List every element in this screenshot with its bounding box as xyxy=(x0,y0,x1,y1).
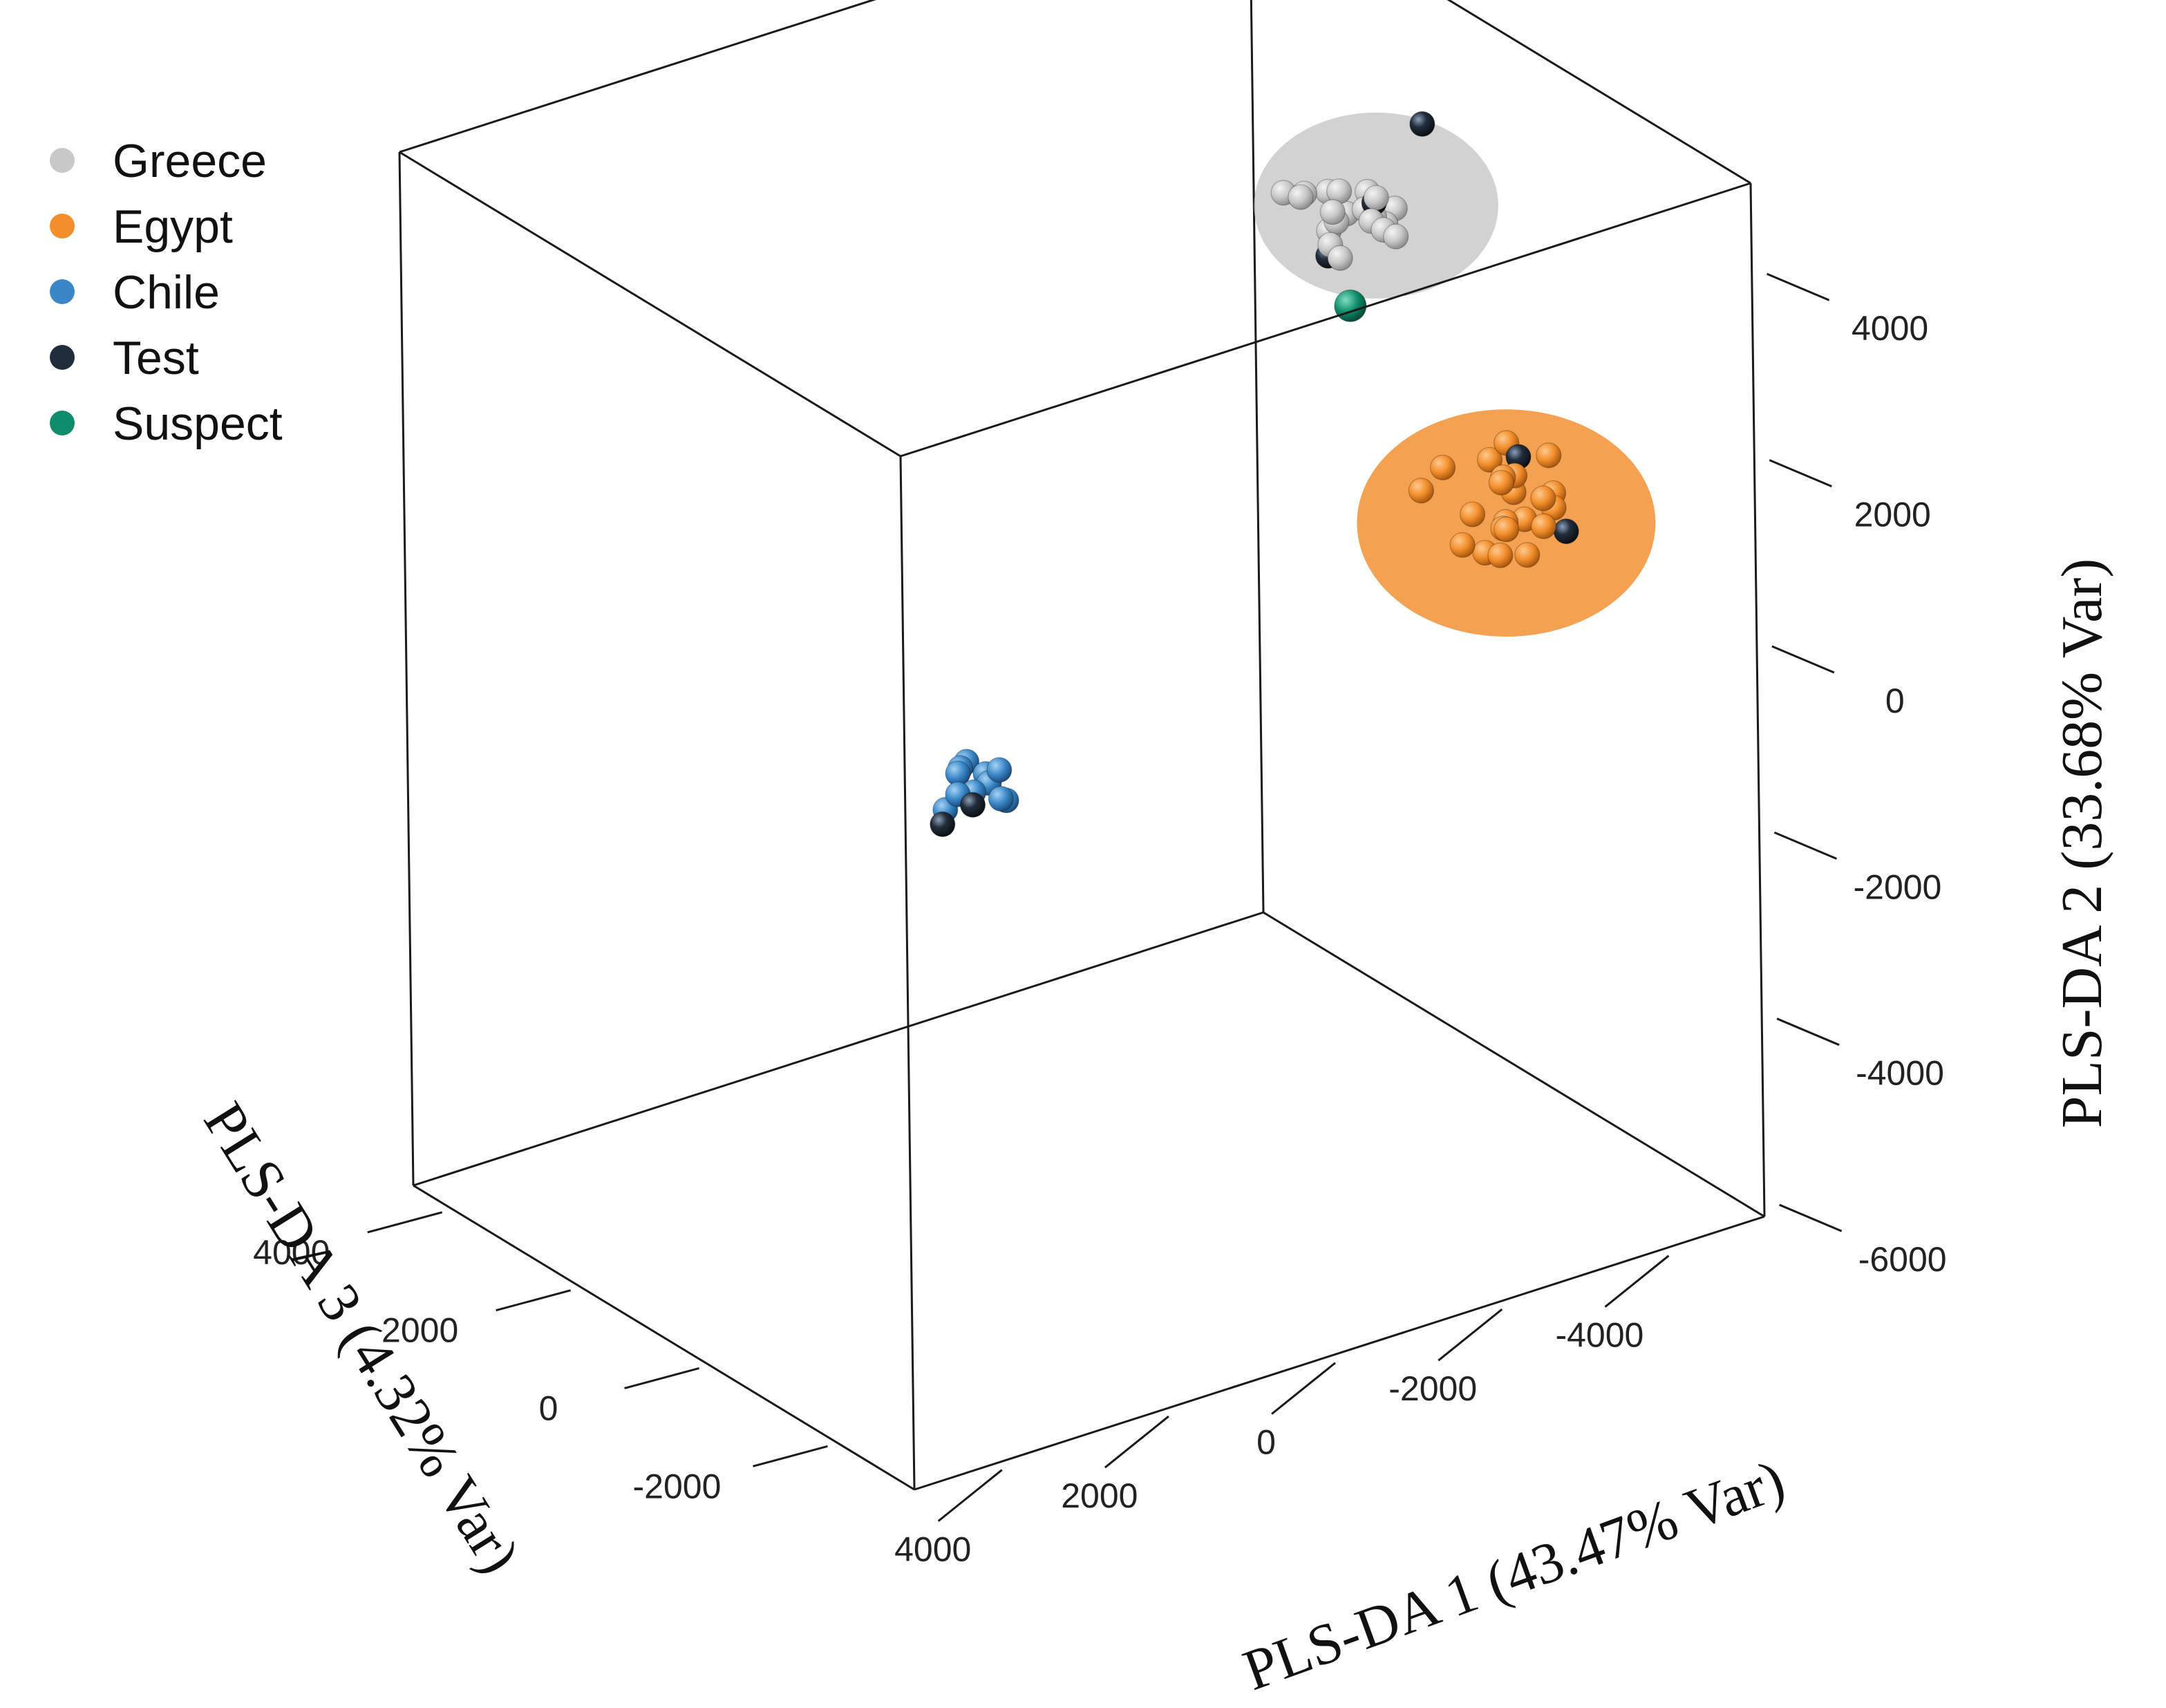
edge-back-bottom-x xyxy=(413,911,1264,1187)
x-tick-mark xyxy=(1604,1255,1670,1308)
box-back-edges xyxy=(399,0,1765,1218)
point-greece xyxy=(1288,184,1314,210)
edge-bottom-x-front xyxy=(914,1215,1765,1491)
y-tick-label: 4000 xyxy=(1852,309,1928,348)
edge-right-vertical xyxy=(1749,182,1766,1217)
z-tick-mark xyxy=(624,1367,699,1389)
y-tick-label: 0 xyxy=(1885,682,1905,720)
point-egypt xyxy=(1530,513,1557,540)
x-tick-mark xyxy=(937,1469,1003,1522)
edge-top-x-front xyxy=(900,182,1751,458)
y-axis-title: PLS-DA 2 (33.68% Var) xyxy=(2050,559,2114,1128)
point-chile xyxy=(986,757,1013,783)
z-tick-label: 4000 xyxy=(253,1233,330,1272)
point-greece xyxy=(1327,245,1353,271)
point-chile xyxy=(988,785,1014,812)
z-axis: -2000 0 2000 4000 PLS-DA 3 (4.32% Var) xyxy=(191,1091,828,1584)
legend-item-egypt: Egypt xyxy=(50,200,233,253)
point-egypt xyxy=(1408,478,1434,504)
edge-bottom-z-front xyxy=(413,1184,915,1491)
y-axis-ticks: -6000 -4000 -2000 0 2000 4000 xyxy=(1767,272,1947,1279)
legend-item-greece: Greece xyxy=(50,135,267,187)
legend-marker xyxy=(50,345,75,370)
x-axis-title: PLS-DA 1 (43.47% Var) xyxy=(1235,1447,1793,1702)
legend-label: Suspect xyxy=(113,397,283,450)
z-tick-label: 2000 xyxy=(382,1311,458,1350)
point-greece xyxy=(1319,199,1346,225)
legend-label: Egypt xyxy=(113,200,233,253)
point-egypt xyxy=(1488,469,1514,496)
point-egypt xyxy=(1487,542,1514,568)
x-tick-label: 2000 xyxy=(1061,1476,1138,1515)
z-tick-mark xyxy=(367,1211,443,1234)
x-tick-label: 0 xyxy=(1256,1423,1276,1462)
point-egypt xyxy=(1476,447,1503,473)
z-tick-mark xyxy=(496,1289,572,1312)
legend-marker xyxy=(50,411,75,435)
point-egypt xyxy=(1493,516,1520,543)
legend-marker xyxy=(50,214,75,238)
point-egypt xyxy=(1514,542,1541,568)
point-greece xyxy=(1363,185,1389,211)
legend-marker xyxy=(50,279,75,304)
y-tick-mark xyxy=(1779,1203,1843,1232)
edge-back-vertical xyxy=(1250,0,1265,913)
z-tick-label: 0 xyxy=(539,1389,558,1427)
legend-label: Greece xyxy=(113,135,267,187)
x-tick-mark xyxy=(1104,1415,1169,1469)
x-tick-label: 4000 xyxy=(894,1530,971,1569)
point-test xyxy=(930,811,956,838)
point-test xyxy=(1409,111,1435,137)
x-tick-label: -4000 xyxy=(1555,1316,1644,1355)
legend-label: Test xyxy=(113,332,199,384)
point-test xyxy=(959,791,986,818)
point-egypt xyxy=(1530,485,1556,512)
y-tick-label: -2000 xyxy=(1853,867,1941,906)
z-axis-ticks: -2000 0 2000 4000 xyxy=(253,1211,828,1505)
legend-marker xyxy=(50,148,75,173)
point-test xyxy=(1553,518,1579,545)
x-tick-label: -2000 xyxy=(1388,1369,1477,1408)
point-egypt xyxy=(1449,532,1476,559)
y-tick-label: -4000 xyxy=(1856,1054,1944,1093)
edge-back-top-z xyxy=(1447,0,1751,185)
legend-item-test: Test xyxy=(50,332,199,384)
point-egypt xyxy=(1429,454,1456,480)
point-egypt xyxy=(1459,501,1486,527)
y-tick-mark xyxy=(1771,645,1835,674)
point-egypt xyxy=(1536,442,1562,469)
legend-label: Chile xyxy=(113,266,220,319)
x-axis-ticks: -4000 -2000 0 2000 4000 xyxy=(894,1255,1670,1569)
legend-item-chile: Chile xyxy=(50,266,220,319)
y-tick-mark xyxy=(1773,831,1838,860)
y-tick-mark xyxy=(1767,272,1830,301)
y-tick-mark xyxy=(1769,459,1832,487)
legend: Greece Egypt Chile Test Suspect xyxy=(50,135,283,450)
edge-front-vertical xyxy=(899,456,916,1490)
box-front-edges xyxy=(398,151,1766,1491)
point-suspect xyxy=(1334,289,1367,323)
y-tick-mark xyxy=(1776,1017,1840,1047)
edge-top-z-front xyxy=(399,151,901,458)
edge-left-vertical xyxy=(398,151,415,1186)
edge-back-top-x xyxy=(399,0,876,153)
x-axis: -4000 -2000 0 2000 4000 PLS-DA 1 (43.47% Var… xyxy=(894,1255,1793,1703)
legend-item-suspect: Suspect xyxy=(50,397,283,450)
point-greece xyxy=(1383,223,1409,250)
y-axis: -6000 -4000 -2000 0 2000 4000 PLS-DA 2 (33.68… xyxy=(1767,272,2114,1279)
x-tick-mark xyxy=(1271,1362,1336,1415)
z-tick-label: -2000 xyxy=(633,1467,722,1505)
x-tick-mark xyxy=(1438,1308,1503,1362)
edge-back-bottom-z xyxy=(1263,911,1765,1218)
y-tick-label: -6000 xyxy=(1858,1240,1947,1279)
y-tick-label: 2000 xyxy=(1854,496,1931,534)
z-axis-title: PLS-DA 3 (4.32% Var) xyxy=(191,1091,532,1584)
z-tick-mark xyxy=(753,1445,828,1467)
data-points xyxy=(930,111,1579,838)
